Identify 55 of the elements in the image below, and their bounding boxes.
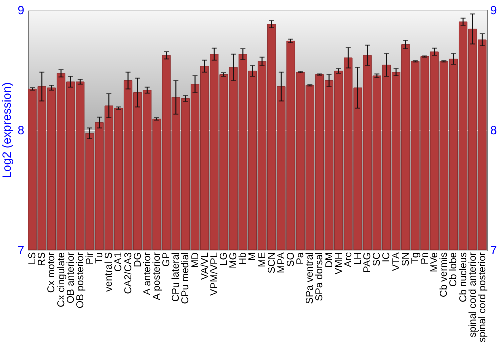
x-tick-label: IC	[382, 252, 393, 262]
x-tick-label: MD	[190, 252, 202, 268]
x-tick-label: MPA	[276, 252, 288, 274]
x-tick-label: RS	[37, 252, 48, 266]
x-tick-label: ventral S	[104, 252, 116, 292]
x-tick-label: DG	[132, 252, 144, 268]
x-tick-label: ME	[257, 252, 268, 268]
x-tick-label: VTA	[391, 252, 402, 272]
x-tick-label: Tg	[410, 252, 422, 264]
y2-tick-label: 9	[490, 4, 498, 18]
x-tick-label: CA2/CA3	[123, 252, 134, 294]
x-tick-label: spinal cord anterior	[468, 252, 479, 338]
x-tick-label: MG	[228, 252, 240, 269]
x-tick-label: Cb vermis	[439, 252, 450, 298]
x-tick-label: MVe	[430, 252, 441, 273]
x-tick-label: Pir	[84, 252, 96, 265]
x-tick-label: Cb nucleus	[458, 252, 470, 303]
y-tick-label: 9	[18, 4, 25, 18]
x-tick-label: VPM/VPL	[209, 252, 220, 296]
x-tick-label: VA/VL	[200, 252, 211, 280]
x-tick-label: CPu medial	[180, 252, 192, 304]
x-tick-label: OB posterior	[75, 252, 86, 309]
x-tick-label: CA1	[114, 252, 125, 272]
x-tick-label: SCN	[266, 252, 278, 274]
x-tick-label: Arc	[343, 252, 354, 268]
x-tick-label: DM	[324, 252, 336, 268]
y-axis-title: Log2 (expression)	[0, 82, 14, 179]
y-tick-label: 7	[18, 244, 25, 258]
y-tick-label: 8	[18, 124, 25, 138]
x-tick-label: Pn	[420, 252, 432, 265]
x-tick-label: A anterior	[142, 252, 154, 296]
x-tick-label: Tu	[94, 252, 106, 264]
x-tick-label: Pa	[296, 252, 307, 265]
x-tick-label: SPa ventral	[305, 252, 316, 304]
x-tick-label: LS	[28, 252, 39, 265]
x-tick-label: Cx cingulate	[56, 252, 68, 308]
y2-tick-label: 8	[490, 124, 498, 138]
x-tick-label: SO	[286, 252, 298, 267]
x-tick-label: A posterior	[152, 252, 163, 300]
x-tick-label: Hb	[238, 252, 250, 266]
y2-tick-label: 7	[490, 244, 498, 258]
x-tick-label: M	[248, 252, 259, 261]
x-tick-label: GP	[162, 252, 173, 267]
x-tick-label: SN	[400, 252, 412, 266]
x-tick-label: SPa dorsal	[314, 252, 326, 302]
x-tick-label: LG	[218, 252, 230, 266]
x-tick-label: OB anterior	[66, 252, 77, 304]
x-tick-label: spinal cord posterior	[477, 252, 488, 343]
x-tick-label: PAG	[362, 252, 374, 273]
x-tick-label: VMH	[334, 252, 345, 275]
x-tick-label: CPu lateral	[171, 252, 182, 302]
x-tick-label: LH	[353, 252, 364, 266]
x-tick-label: Cb lobe	[448, 252, 460, 287]
x-tick-label: SC	[372, 252, 384, 266]
x-tick-label: Cx motor	[46, 252, 58, 294]
